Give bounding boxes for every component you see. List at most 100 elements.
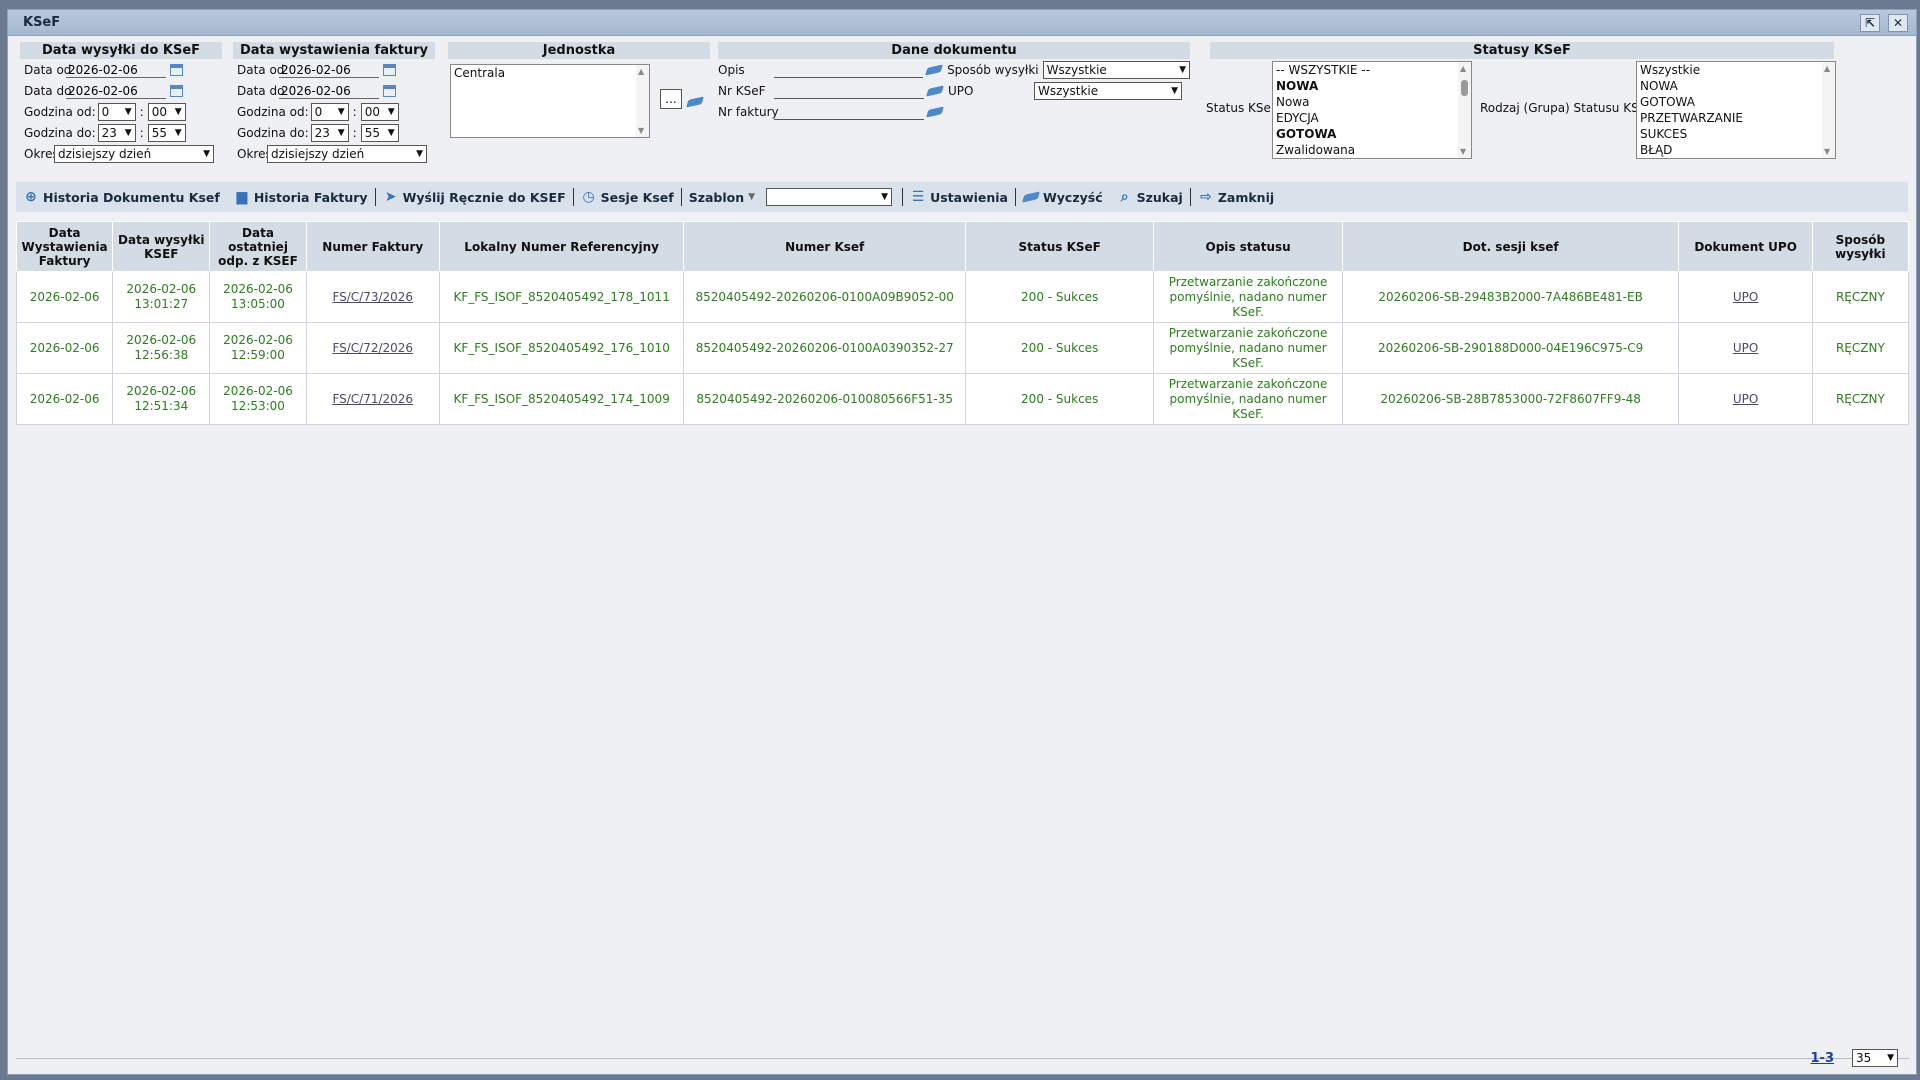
unit-browse-button[interactable]: ... bbox=[660, 89, 682, 109]
upo-link[interactable]: UPO bbox=[1732, 340, 1759, 355]
eraser-icon[interactable] bbox=[925, 63, 944, 77]
calendar-icon[interactable] bbox=[170, 85, 183, 97]
paper-plane-icon: ➤ bbox=[384, 188, 397, 205]
close-button[interactable]: ⇨ Zamknij bbox=[1191, 189, 1281, 205]
calendar-icon[interactable] bbox=[383, 64, 396, 76]
issue-date-from-input[interactable] bbox=[279, 62, 379, 78]
invoice-link[interactable]: FS/C/73/2026 bbox=[332, 289, 414, 304]
status-item[interactable]: -- WSZYSTKIE -- bbox=[1276, 63, 1370, 77]
issue-date-to-input[interactable] bbox=[279, 83, 379, 99]
column-header[interactable]: Numer Faktury bbox=[305, 221, 440, 272]
calendar-icon[interactable] bbox=[383, 85, 396, 97]
ksef-number-cell: 8520405492-20260206-0100A09B9052-00 bbox=[683, 271, 966, 323]
issue-time-to-hour[interactable]: 23 ▼ bbox=[310, 124, 349, 142]
separator bbox=[902, 188, 904, 206]
upo-cell: UPO bbox=[1678, 373, 1813, 425]
group-item[interactable]: PRZETWARZANIE bbox=[1640, 111, 1743, 125]
status-item[interactable]: Nowa bbox=[1276, 95, 1310, 109]
column-header[interactable]: Status KSeF bbox=[964, 221, 1155, 272]
page-size-select[interactable]: 35 ▼ bbox=[1852, 1049, 1898, 1067]
status-cell: 200 - Sukces bbox=[964, 373, 1155, 425]
clear-button[interactable]: Wyczyść bbox=[1016, 190, 1110, 205]
list-icon: ☰ bbox=[911, 188, 925, 205]
issue-period-select[interactable]: dzisiejszy dzień ▼ bbox=[267, 145, 427, 163]
column-header[interactable]: Opis statusu bbox=[1153, 221, 1343, 272]
send-time-to-hour[interactable]: 23 ▼ bbox=[97, 124, 136, 142]
history-invoice-button[interactable]: ▆ Historia Faktury bbox=[227, 189, 375, 205]
desc-input[interactable] bbox=[773, 63, 924, 78]
column-header[interactable]: Dot. sesji ksef bbox=[1341, 221, 1680, 272]
ksef-no-input[interactable] bbox=[774, 84, 924, 99]
pager-range-link[interactable]: 1-3 bbox=[1810, 1050, 1835, 1066]
status-desc-cell: Przetwarzanie zakończone pomyślnie, nada… bbox=[1153, 271, 1343, 323]
column-header[interactable]: Data Wystawienia Faktury bbox=[15, 221, 114, 272]
eraser-icon[interactable] bbox=[685, 95, 705, 109]
group-item[interactable]: BŁĄD bbox=[1640, 143, 1673, 157]
send-method-label: Sposób wysyłki bbox=[947, 63, 1039, 77]
statuses-group: Statusy KSeF Status KSeF -- WSZYSTKIE --… bbox=[1200, 42, 1842, 159]
separator bbox=[1189, 188, 1191, 206]
send-time-from-min[interactable]: 00 ▼ bbox=[147, 103, 186, 121]
group-item[interactable]: Wszystkie bbox=[1640, 63, 1701, 77]
send-time-to-min[interactable]: 55 ▼ bbox=[147, 124, 186, 142]
table-row[interactable]: 2026-02-06 2026-02-06 12:56:38 2026-02-0… bbox=[15, 322, 1910, 374]
status-scrollbar[interactable]: ▲ ▼ bbox=[1458, 62, 1471, 158]
method-cell: RĘCZNY bbox=[1811, 322, 1910, 374]
issue-time-from-min[interactable]: 00 ▼ bbox=[360, 103, 399, 121]
template-select[interactable]: ▼ bbox=[766, 188, 893, 206]
group-item[interactable]: SUKCES bbox=[1640, 127, 1688, 141]
invoice-no-input[interactable] bbox=[774, 105, 924, 120]
last-response-cell: 2026-02-06 12:59:00 bbox=[209, 322, 307, 374]
send-time-from-hour[interactable]: 0 ▼ bbox=[97, 103, 136, 121]
upo-link[interactable]: UPO bbox=[1732, 289, 1759, 304]
invoice-no-label: Nr faktury bbox=[718, 105, 779, 119]
issue-time-from-hour[interactable]: 0 ▼ bbox=[310, 103, 349, 121]
invoice-link[interactable]: FS/C/72/2026 bbox=[332, 340, 414, 355]
column-header[interactable]: Data ostatniej odp. z KSEF bbox=[209, 221, 307, 272]
status-listbox[interactable]: -- WSZYSTKIE -- NOWA Nowa EDYCJA GOTOWA … bbox=[1272, 61, 1472, 159]
eraser-icon[interactable] bbox=[925, 84, 945, 98]
upo-link[interactable]: UPO bbox=[1732, 391, 1759, 406]
eraser-icon[interactable] bbox=[925, 105, 945, 119]
send-date-from-input[interactable] bbox=[66, 62, 166, 78]
issue-date-cell: 2026-02-06 bbox=[15, 373, 114, 425]
calendar-icon[interactable] bbox=[170, 64, 183, 76]
search-icon: ⌕ bbox=[1120, 188, 1129, 205]
status-item[interactable]: Zwalidowana bbox=[1276, 143, 1356, 157]
issue-time-to-min[interactable]: 55 ▼ bbox=[360, 124, 399, 142]
status-item[interactable]: GOTOWA bbox=[1276, 127, 1337, 141]
table-row[interactable]: 2026-02-06 2026-02-06 12:51:34 2026-02-0… bbox=[15, 373, 1910, 425]
popout-icon[interactable]: ⇱ bbox=[1860, 13, 1880, 32]
group-item[interactable]: GOTOWA bbox=[1640, 95, 1695, 109]
history-doc-button[interactable]: ⊕ Historia Dokumentu Ksef bbox=[16, 189, 227, 205]
upo-select[interactable]: Wszystkie ▼ bbox=[1034, 82, 1182, 100]
last-response-cell: 2026-02-06 13:05:00 bbox=[209, 271, 307, 323]
column-header[interactable]: Lokalny Numer Referencyjny bbox=[438, 221, 685, 272]
send-period-select[interactable]: dzisiejszy dzień ▼ bbox=[54, 145, 214, 163]
column-header[interactable]: Dokument UPO bbox=[1678, 221, 1813, 272]
sessions-button[interactable]: ◷ Sesje Ksef bbox=[582, 188, 674, 205]
send-method-select[interactable]: Wszystkie ▼ bbox=[1042, 61, 1190, 79]
unit-item[interactable]: Centrala bbox=[454, 66, 506, 80]
status-item[interactable]: EDYCJA bbox=[1276, 111, 1319, 125]
invoice-link[interactable]: FS/C/71/2026 bbox=[332, 391, 414, 406]
group-item[interactable]: NOWA bbox=[1640, 79, 1678, 93]
table-row[interactable]: 2026-02-06 2026-02-06 13:01:27 2026-02-0… bbox=[15, 271, 1910, 323]
upo-cell: UPO bbox=[1678, 271, 1813, 323]
column-header[interactable]: Data wysyłki KSEF bbox=[112, 221, 211, 272]
send-manual-button[interactable]: ➤ Wyślij Ręcznie do KSEF bbox=[376, 188, 573, 205]
issue-time-to-label: Godzina do: bbox=[237, 126, 309, 140]
status-item[interactable]: NOWA bbox=[1276, 79, 1319, 93]
group-listbox[interactable]: Wszystkie NOWA GOTOWA PRZETWARZANIE SUKC… bbox=[1636, 61, 1836, 159]
status-label: Status KSeF bbox=[1206, 101, 1278, 115]
column-header[interactable]: Sposób wysyłki bbox=[1811, 221, 1910, 272]
send-date-to-input[interactable] bbox=[66, 83, 166, 99]
chevron-down-icon: ▼ bbox=[748, 192, 756, 202]
send-date-heading: Data wysyłki do KSeF bbox=[20, 42, 222, 59]
column-header[interactable]: Numer Ksef bbox=[683, 221, 966, 272]
search-button[interactable]: ⌕ Szukaj bbox=[1110, 188, 1190, 205]
unit-listbox[interactable]: Centrala ▲ ▼ bbox=[450, 64, 650, 138]
close-icon[interactable]: ✕ bbox=[1888, 13, 1908, 32]
issue-date-cell: 2026-02-06 bbox=[15, 271, 114, 323]
settings-button[interactable]: ☰ Ustawienia bbox=[911, 188, 1008, 205]
